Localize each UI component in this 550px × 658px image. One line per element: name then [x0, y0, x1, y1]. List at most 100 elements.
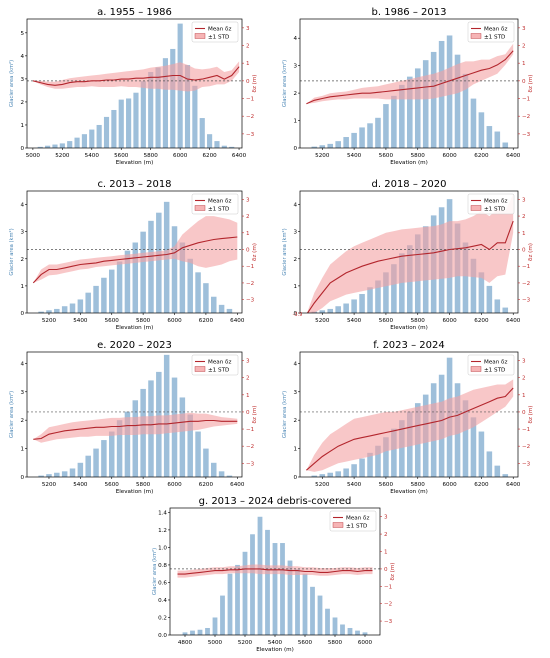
y-axis-label: Glacier area (km²): [9, 391, 15, 438]
area-bar: [93, 448, 99, 477]
area-bar: [74, 137, 80, 148]
area-bar: [486, 126, 493, 148]
panel-5: e. 2020 – 2023 5200 5400 5600 5800 6000 6200 64…: [9, 340, 258, 495]
y2-tick-label: −2: [384, 602, 392, 608]
y2-tick-label: −1: [246, 427, 255, 433]
area-bar: [375, 280, 381, 313]
y-tick-label: 1: [20, 447, 24, 453]
area-bar: [214, 141, 220, 148]
area-bar: [93, 285, 99, 313]
area-bar: [199, 118, 205, 148]
y-tick-label: 4: [293, 203, 297, 209]
area-bar: [81, 134, 88, 148]
y2-tick-label: 1: [522, 231, 526, 237]
legend: Mean δz ±1 STD: [467, 21, 515, 43]
y2-tick-label: 0: [246, 410, 250, 416]
area-bar: [61, 306, 68, 313]
y2-axis-label: δz (m): [528, 406, 534, 424]
std-band: [306, 379, 514, 472]
y-tick-label: 0.4: [158, 598, 167, 604]
area-bar: [101, 440, 107, 477]
y2-tick-label: −2: [522, 281, 530, 287]
area-bar: [359, 458, 365, 477]
area-bar: [69, 468, 76, 477]
y-tick-label: 3: [293, 64, 297, 70]
area-bar: [502, 307, 509, 313]
std-band: [307, 194, 514, 313]
y2-axis-label: δz (m): [390, 563, 396, 581]
y-tick-label: 0: [20, 311, 24, 317]
y2-tick-label: −1: [384, 584, 393, 590]
area-bar: [343, 137, 349, 148]
area-bar: [192, 85, 198, 148]
area-bar: [162, 58, 169, 148]
plot-area: [170, 516, 380, 635]
legend-label-mean: Mean δz: [484, 360, 507, 366]
area-bar: [140, 231, 146, 313]
x-axis-label: Elevation (m): [116, 489, 154, 495]
area-bar: [184, 65, 191, 148]
y2-tick-label: 2: [384, 532, 388, 538]
y2-tick-label: −3: [522, 461, 531, 467]
x-tick-label: 6000: [442, 318, 457, 324]
area-bar: [111, 109, 117, 148]
y2-tick-label: 0: [522, 79, 526, 85]
legend-label-mean: Mean δz: [208, 27, 231, 33]
y2-tick-label: 1: [246, 231, 250, 237]
area-bar: [486, 285, 493, 313]
area-bar: [103, 116, 110, 148]
area-bar: [132, 400, 139, 477]
area-bar: [422, 60, 429, 148]
area-bar: [85, 455, 91, 477]
x-tick-label: 6200: [199, 318, 214, 324]
area-bar: [124, 250, 131, 313]
mean-dz-line: [32, 66, 240, 86]
x-tick-label: 6200: [474, 153, 489, 159]
legend-label-std: ±1 STD: [208, 207, 229, 213]
y2-tick-label: 1: [522, 393, 526, 399]
area-bar: [265, 529, 270, 635]
x-tick-label: 5600: [298, 640, 313, 646]
y2-tick-label: 3: [384, 515, 388, 521]
area-bar: [77, 462, 84, 477]
legend: Mean δz ±1 STD: [191, 354, 239, 376]
y2-axis-label: δz (m): [252, 406, 258, 424]
y-tick-label: 1: [20, 284, 24, 290]
area-bar: [96, 124, 102, 148]
area-bar: [156, 212, 162, 313]
panel-3: c. 2013 – 2018 5200 5400 5600 5800 6000 6200 64…: [9, 179, 258, 331]
y2-tick-label: −1: [522, 427, 531, 433]
area-bar: [37, 146, 43, 148]
plot-area: [27, 201, 242, 313]
y-tick-label: 2: [293, 257, 297, 263]
area-bar: [54, 308, 60, 313]
panel-title: b. 1986 – 2013: [372, 7, 447, 18]
area-bar: [148, 220, 154, 313]
y2-tick-label: −2: [246, 114, 254, 120]
y2-axis-label: δz (m): [252, 243, 258, 261]
area-bar: [38, 475, 44, 477]
area-bar: [407, 76, 413, 148]
area-bar: [343, 468, 349, 477]
x-tick-label: 6200: [474, 482, 489, 488]
area-bar: [126, 98, 132, 148]
legend-band-swatch: [194, 33, 206, 39]
plot-frame: [26, 190, 243, 314]
area-bar: [470, 417, 477, 477]
y-tick-label: 0.0: [158, 633, 167, 639]
y-tick-label: 2: [293, 91, 297, 97]
area-bar: [391, 428, 397, 477]
area-bar: [211, 462, 217, 477]
x-tick-label: 5600: [379, 318, 394, 324]
area-bar: [108, 431, 115, 477]
y-tick-label: 0: [20, 146, 24, 152]
area-bar: [375, 117, 381, 148]
y2-tick-label: −2: [522, 114, 530, 120]
area-bar: [383, 104, 389, 148]
std-band: [177, 564, 373, 578]
y2-tick-label: −2: [522, 444, 530, 450]
x-tick-label: 5400: [85, 153, 100, 159]
area-bar: [220, 595, 225, 635]
legend-band-swatch: [470, 33, 482, 39]
